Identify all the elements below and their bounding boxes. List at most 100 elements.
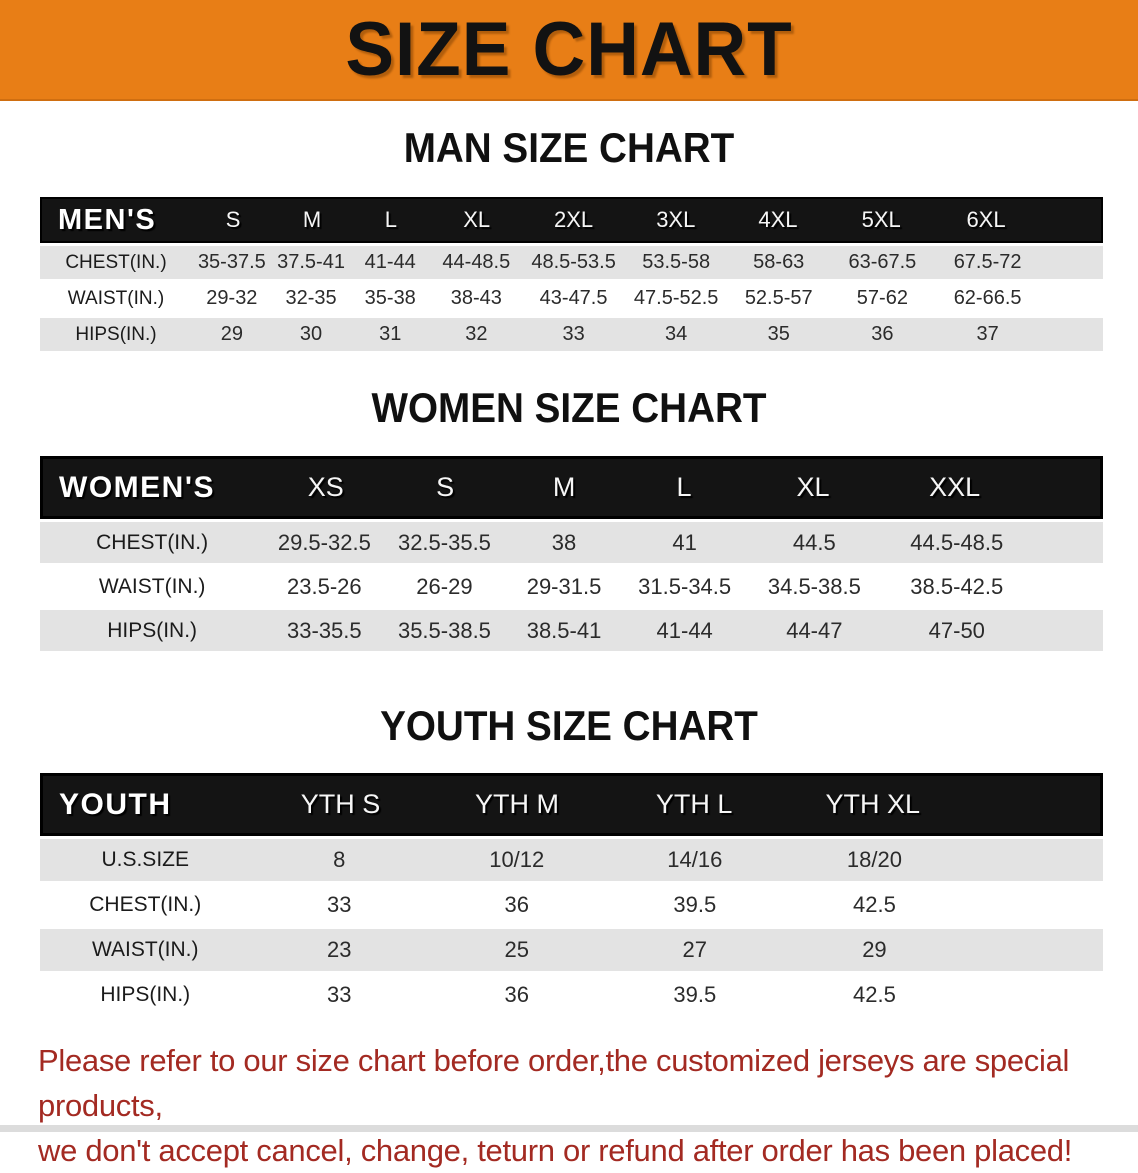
cell: 37.5-41	[277, 251, 345, 273]
header-cell: XS	[307, 472, 344, 502]
cell: 38.5-41	[526, 617, 602, 643]
table-row: HIPS(IN.) 33 36 39.5 42.5	[40, 974, 1103, 1016]
cell: 30	[299, 323, 323, 345]
size-chart-banner: SIZE CHART	[0, 0, 1138, 101]
cell: 41	[672, 529, 697, 555]
spacer-cell	[1038, 199, 1101, 241]
header-cell: 4XL	[758, 207, 798, 232]
header-cell-label: MEN'S	[58, 203, 157, 236]
table-row: CHEST(IN.) 35-37.5 37.5-41 41-44 44-48.5 48.5…	[40, 246, 1103, 279]
header-cell: YTH XL	[825, 789, 920, 819]
spacer-cell	[1040, 282, 1103, 315]
cell: 57-62	[856, 287, 908, 309]
header-cell: XL	[796, 472, 830, 502]
cell: 35.5-38.5	[397, 617, 491, 643]
cell: 25	[504, 937, 529, 962]
header-cell: XL	[463, 207, 491, 232]
table-row: HIPS(IN.) 29 30 31 32 33 34 35 36 37	[40, 318, 1103, 351]
cell: 29-31.5	[526, 573, 602, 599]
cell: 47-50	[928, 617, 985, 643]
cell-label: HIPS(IN.)	[75, 323, 157, 345]
cell: 27	[682, 937, 708, 962]
cell: 33-35.5	[287, 617, 362, 643]
cell: 33	[326, 982, 352, 1007]
cell-label: WAIST(IN.)	[98, 574, 206, 598]
cell: 32.5-35.5	[397, 529, 491, 555]
spacer-cell	[1031, 610, 1103, 651]
cell-label: WAIST(IN.)	[67, 287, 165, 309]
cell: 26-29	[416, 573, 473, 599]
cell: 29.5-32.5	[277, 529, 371, 555]
cell: 44-47	[786, 617, 843, 643]
cell: 38	[551, 529, 577, 555]
header-cell: L	[384, 207, 398, 232]
header-cell: 5XL	[861, 207, 901, 232]
cell: 41-44	[656, 617, 713, 643]
cell: 42.5	[853, 982, 896, 1007]
cell: 29	[220, 323, 243, 345]
spacer-cell	[1031, 522, 1103, 563]
table-row: CHEST(IN.) 29.5-32.5 32.5-35.5 38 41 44.5 44.5…	[40, 522, 1103, 563]
cell: 36	[504, 982, 529, 1007]
cell: 14/16	[667, 847, 723, 872]
women-section-heading: WOMEN SIZE CHART	[371, 384, 767, 431]
header-cell: 3XL	[656, 207, 696, 232]
cell-label: CHEST(IN.)	[96, 530, 209, 554]
spacer-cell	[965, 839, 1103, 881]
spacer-cell	[965, 884, 1103, 926]
cell: 23	[326, 937, 352, 962]
cell: 63-67.5	[848, 251, 917, 273]
cell: 36	[504, 892, 529, 917]
cell: 10/12	[489, 847, 545, 872]
cell: 39.5	[673, 982, 717, 1007]
banner-title: SIZE CHART	[345, 7, 793, 92]
men-section-heading: MAN SIZE CHART	[403, 124, 735, 171]
spacer-cell	[1040, 318, 1103, 351]
cell: 67.5-72	[953, 251, 1022, 273]
cell: 8	[333, 847, 346, 872]
header-cell: S	[225, 207, 241, 232]
cell-label: CHEST(IN.)	[65, 251, 167, 273]
disclaimer-line-1: Please refer to our size chart before or…	[38, 1043, 1070, 1123]
cell: 37	[976, 323, 999, 345]
header-cell: 6XL	[966, 207, 1006, 232]
cell: 35-38	[364, 287, 416, 309]
header-cell: M	[302, 207, 322, 232]
women-size-section: WOMEN SIZE CHART WOMEN'S XS S M L XL XXL CHEST(…	[0, 385, 1138, 651]
header-cell: S	[436, 472, 455, 502]
header-cell: YTH S	[300, 789, 381, 819]
men-size-table-header-row: MEN'S S M L XL 2XL 3XL 4XL 5XL 6XL	[40, 197, 1103, 243]
cell: 29-32	[206, 287, 258, 309]
cell: 44.5-48.5	[910, 529, 1004, 555]
cell: 33	[562, 323, 585, 345]
spacer-cell	[1040, 246, 1103, 279]
cell: 52.5-57	[744, 287, 813, 309]
header-cell: YTH M	[475, 789, 560, 819]
table-row: WAIST(IN.) 23.5-26 26-29 29-31.5 31.5-34.5 34…	[40, 566, 1103, 607]
header-cell: 2XL	[554, 207, 594, 232]
women-size-table-header-row: WOMEN'S XS S M L XL XXL	[40, 456, 1103, 519]
youth-size-table-header-row: YOUTH YTH S YTH M YTH L YTH XL	[40, 773, 1103, 836]
cell: 62-66.5	[953, 287, 1022, 309]
cell: 48.5-53.5	[531, 251, 616, 273]
header-cell: L	[676, 472, 692, 502]
cell: 53.5-58	[642, 251, 711, 273]
cell-label: HIPS(IN.)	[107, 618, 198, 642]
cell: 35-37.5	[197, 251, 266, 273]
table-row: U.S.SIZE 8 10/12 14/16 18/20	[40, 839, 1103, 881]
header-cell-label: WOMEN'S	[59, 470, 215, 504]
cell-label: HIPS(IN.)	[100, 983, 191, 1006]
cell: 34	[665, 323, 688, 345]
header-cell: XXL	[929, 472, 981, 502]
men-size-section: MAN SIZE CHART MEN'S S M L XL 2XL 3XL 4XL 5XL 6XL…	[0, 125, 1138, 351]
cell: 44-48.5	[442, 251, 511, 273]
youth-size-table: YOUTH YTH S YTH M YTH L YTH XL U.S.SIZE 8 10/12…	[40, 773, 1103, 1016]
disclaimer-line-2: we don't accept cancel, change, teturn o…	[38, 1133, 1073, 1168]
header-cell-label: YOUTH	[59, 787, 172, 821]
cell: 44.5	[792, 529, 836, 555]
header-cell: YTH L	[655, 789, 733, 819]
cell-label: WAIST(IN.)	[91, 938, 199, 961]
spacer-cell	[965, 929, 1103, 971]
cell-label: CHEST(IN.)	[89, 893, 202, 916]
